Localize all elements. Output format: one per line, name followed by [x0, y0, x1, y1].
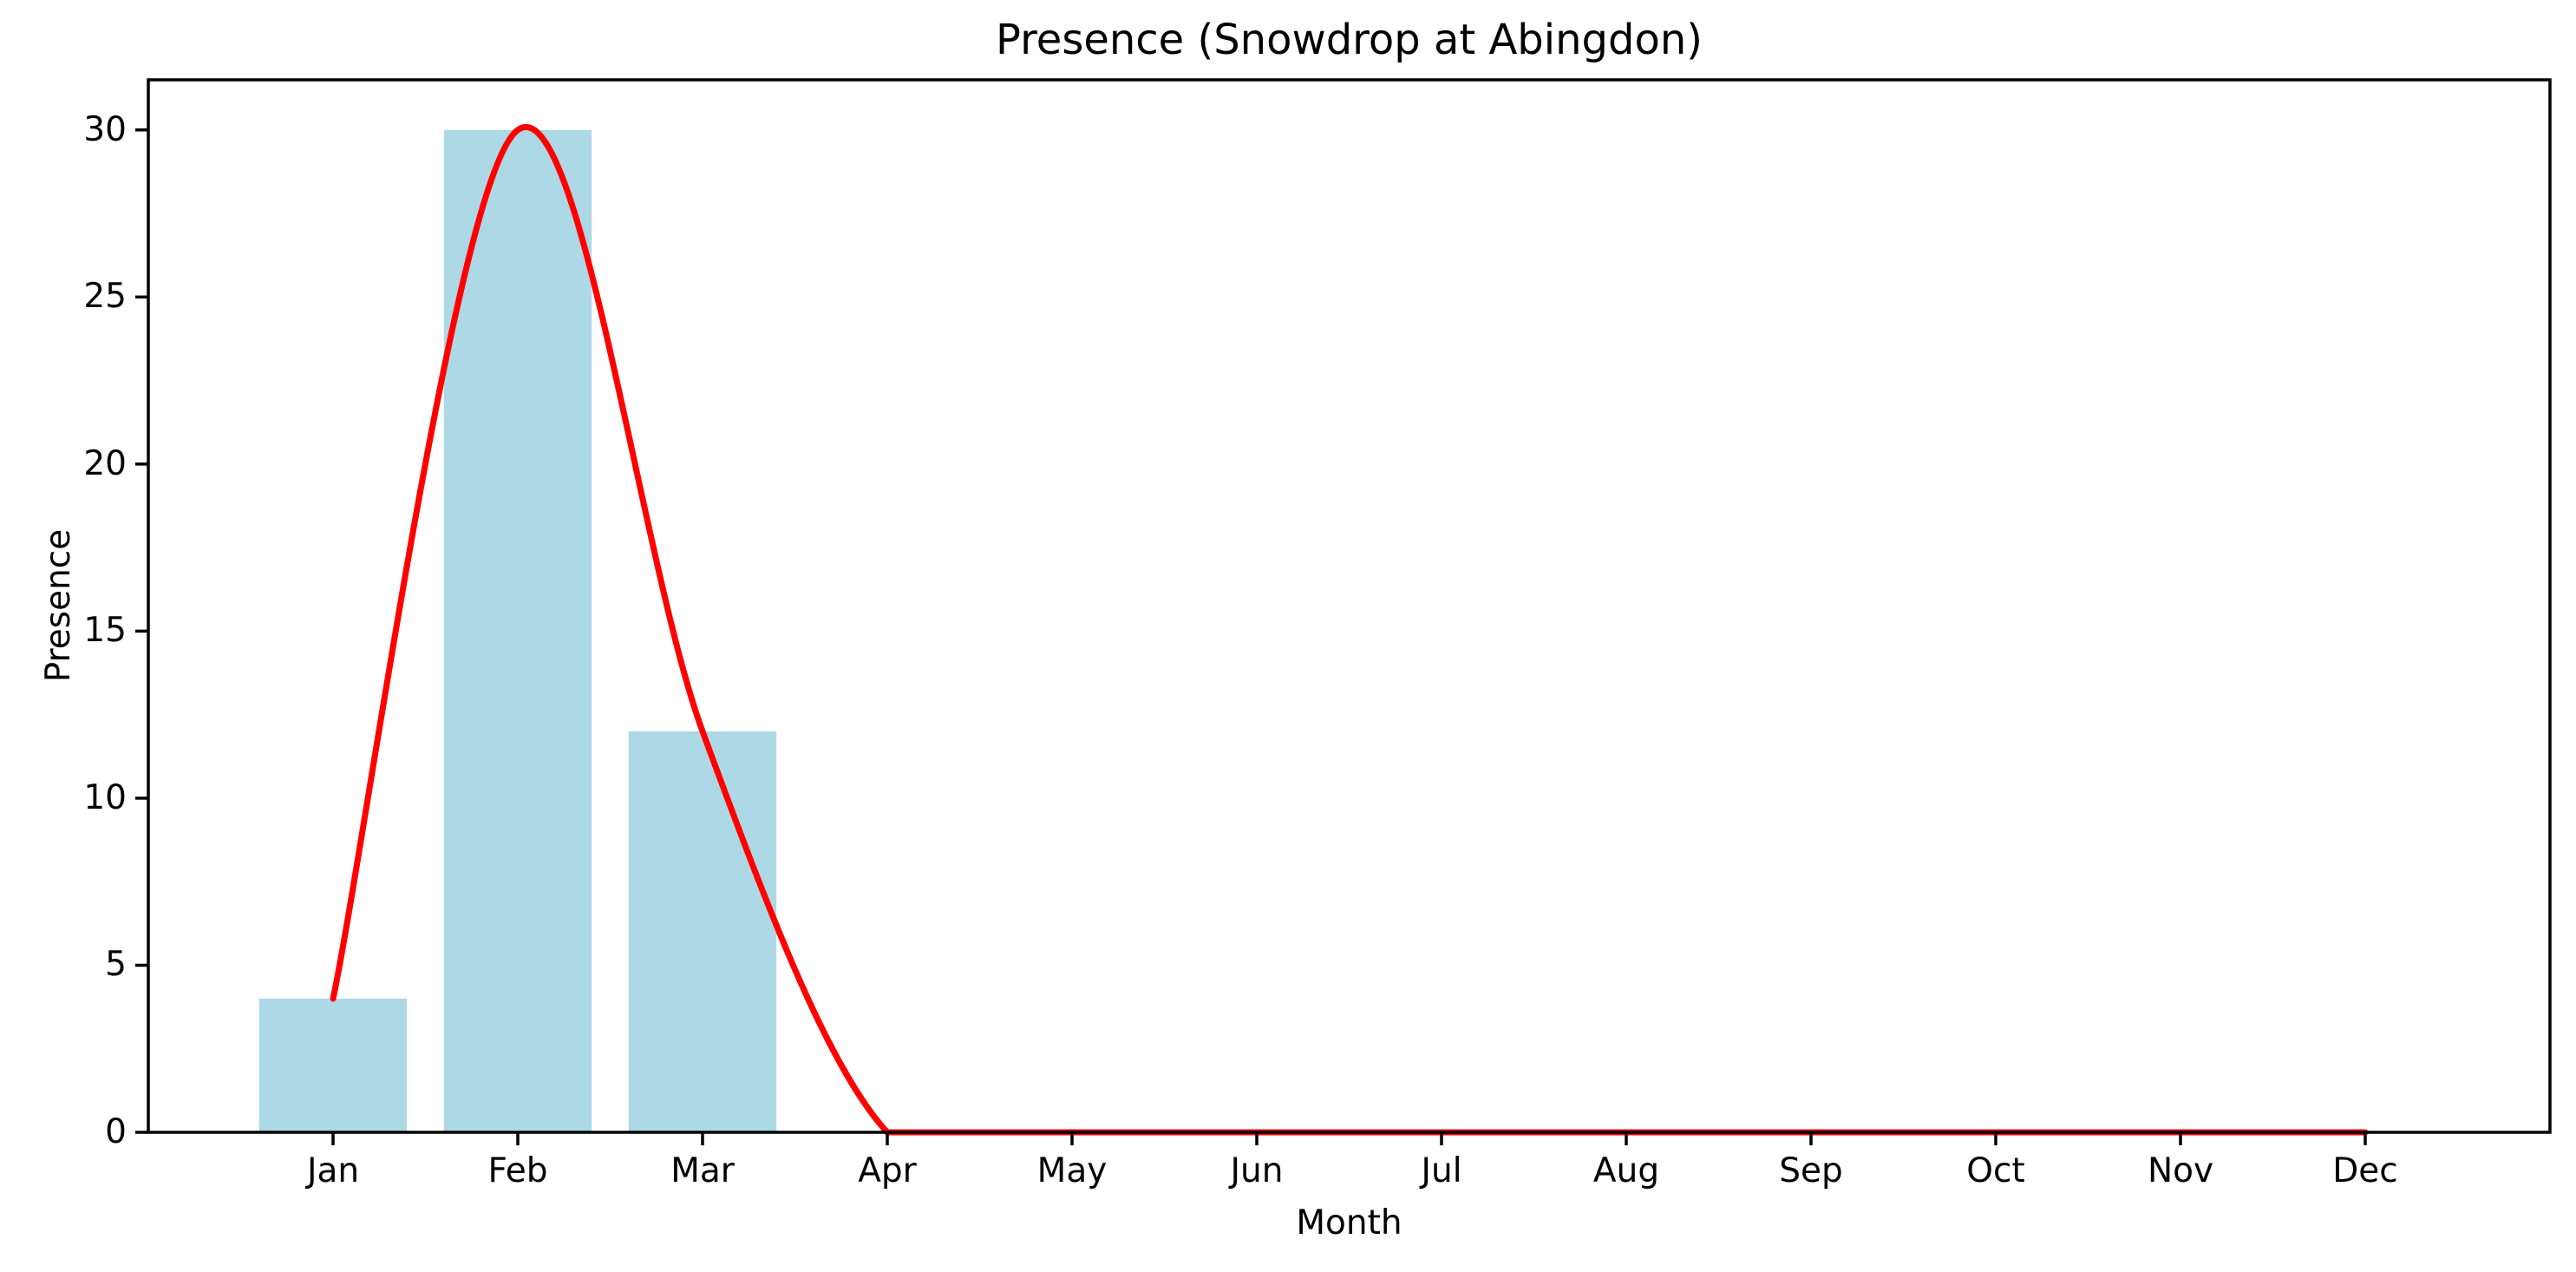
x-tick-label-sep: Sep — [1779, 1151, 1843, 1190]
x-tick-label-jun: Jun — [1230, 1151, 1284, 1190]
x-tick-label-oct: Oct — [1966, 1151, 2025, 1190]
x-tick-label-dec: Dec — [2332, 1151, 2398, 1190]
x-tick-label-jul: Jul — [1421, 1151, 1462, 1190]
x-tick-label-mar: Mar — [670, 1151, 735, 1190]
y-tick-label-15: 15 — [83, 611, 127, 651]
fitted-curve — [330, 124, 2369, 1136]
plot-border — [147, 78, 2552, 1134]
bar-mar — [628, 731, 777, 1132]
x-tick-label-apr: Apr — [858, 1151, 917, 1190]
x-tick-label-feb: Feb — [487, 1151, 548, 1190]
x-tick-label-jan: Jan — [306, 1151, 360, 1190]
bar-jan — [258, 998, 408, 1132]
x-tick-label-aug: Aug — [1592, 1151, 1660, 1190]
y-tick-label-5: 5 — [105, 945, 127, 985]
y-tick-label-10: 10 — [83, 777, 127, 817]
y-axis-label: Presence — [39, 528, 78, 683]
x-axis-label: Month — [1296, 1203, 1402, 1242]
x-tick-label-nov: Nov — [2147, 1151, 2214, 1190]
y-tick-label-25: 25 — [83, 277, 127, 317]
y-tick-label-0: 0 — [105, 1112, 127, 1151]
chart-title: Presence (Snowdrop at Abingdon) — [996, 16, 1703, 64]
y-tick-label-20: 20 — [83, 443, 127, 483]
x-tick-label-may: May — [1036, 1151, 1108, 1190]
bar-feb — [443, 129, 592, 1132]
y-tick-label-30: 30 — [83, 109, 127, 149]
